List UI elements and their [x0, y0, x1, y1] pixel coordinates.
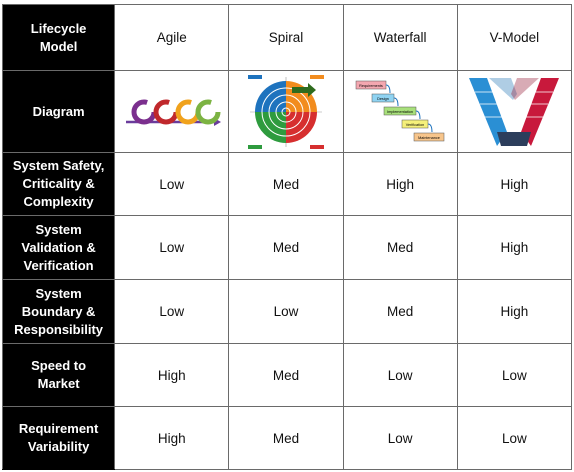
spiral-label-tr: [309, 74, 324, 79]
v-model-right-shade: [511, 77, 540, 100]
diagram-row: Diagram: [1, 70, 573, 153]
cell-boundary-waterfall: Med: [342, 279, 458, 344]
cell-validation-spiral: Med: [228, 215, 344, 280]
waterfall-arrow-2: [394, 97, 399, 106]
cell-safety-waterfall: High: [342, 152, 458, 216]
agile-circle-4: [195, 99, 221, 124]
column-header-v-model: V-Model: [456, 4, 573, 71]
waterfall-step-1: Requirements: [359, 84, 383, 88]
column-header-agile: Agile: [114, 4, 230, 71]
cell-variability-waterfall: Low: [342, 406, 458, 470]
cell-validation-v-model: High: [456, 215, 573, 280]
waterfall-diagram-cell: Requirements Design Implementation Verif…: [342, 70, 458, 153]
spiral-ring-3: [275, 101, 297, 122]
spiral-diagram-cell: [228, 70, 344, 153]
agile-diagram-cell: [114, 70, 230, 153]
spiral-quadrant-3: [254, 111, 286, 143]
table-row: System Safety, Criticality & Complexity …: [1, 152, 573, 216]
cell-variability-agile: High: [114, 406, 230, 470]
cell-speed-waterfall: Low: [342, 343, 458, 407]
agile-diagram: [125, 99, 221, 126]
spiral-quadrant-4: [285, 111, 317, 143]
waterfall-arrow-3: [416, 110, 421, 119]
agile-circle-3: [175, 99, 201, 124]
row-header-text: Lifecycle Model: [30, 20, 87, 54]
table-row: System Boundary & Responsibility Low Low…: [1, 279, 573, 344]
cell-boundary-v-model: High: [456, 279, 573, 344]
waterfall-step-3: Implementation: [387, 110, 413, 114]
column-header-waterfall: Waterfall: [342, 4, 458, 71]
waterfall-diagram: Requirements Design Implementation Verif…: [355, 80, 445, 141]
cell-speed-spiral: Med: [228, 343, 344, 407]
table-row: Speed to Market High Med Low Low: [1, 343, 573, 407]
cell-variability-v-model: Low: [456, 406, 573, 470]
cell-safety-agile: Low: [114, 152, 230, 216]
cell-validation-agile: Low: [114, 215, 230, 280]
cell-validation-waterfall: Med: [342, 215, 458, 280]
cell-speed-v-model: Low: [456, 343, 573, 407]
row-header-text: Requirement Variability: [18, 421, 99, 454]
v-model-left-arm: [469, 77, 508, 146]
v-model-left-shade: [489, 77, 518, 100]
row-header-variability: Requirement Variability: [1, 406, 116, 470]
row-header-text: Speed to Market: [31, 358, 87, 391]
agile-circle-1: [131, 99, 157, 124]
row-header-speed: Speed to Market: [1, 343, 116, 407]
row-header-text: System Validation & Verification: [21, 221, 96, 273]
v-model-right-arm: [521, 77, 560, 146]
column-header-spiral: Spiral: [228, 4, 344, 71]
spiral-ring-1: [261, 87, 311, 136]
table-row: System Validation & Verification Low Med…: [1, 215, 573, 280]
v-model-bottom: [497, 131, 532, 146]
cell-speed-agile: High: [114, 343, 230, 407]
spiral-label-bl: [247, 144, 262, 149]
spiral-quadrant-1: [285, 80, 317, 112]
waterfall-arrow-4: [428, 123, 433, 132]
cell-boundary-agile: Low: [114, 279, 230, 344]
waterfall-box-5: [413, 132, 445, 141]
row-header-lifecycle-model: Lifecycle Model: [1, 4, 116, 71]
spiral-label-tl: [247, 74, 262, 79]
spiral-quadrant-2: [254, 80, 286, 112]
v-model-diagram-cell: [456, 70, 573, 153]
waterfall-arrow-1: [386, 84, 391, 93]
spiral-diagram: [247, 74, 324, 149]
cell-safety-v-model: High: [456, 152, 573, 216]
row-header-safety: System Safety, Criticality & Complexity: [1, 152, 116, 216]
row-header-text: System Boundary & Responsibility: [14, 285, 104, 337]
lifecycle-comparison-table: Lifecycle Model Agile Spiral Waterfall V…: [1, 4, 573, 470]
cell-variability-spiral: Med: [228, 406, 344, 470]
row-header-boundary: System Boundary & Responsibility: [1, 279, 116, 344]
spiral-ring-4: [281, 107, 291, 116]
cell-boundary-spiral: Low: [228, 279, 344, 344]
agile-circle-2: [153, 99, 179, 124]
row-header-diagram: Diagram: [1, 70, 116, 153]
waterfall-step-4: Verification: [406, 123, 425, 127]
waterfall-step-2: Design: [377, 97, 389, 101]
waterfall-step-5: Maintenance: [418, 136, 440, 140]
cell-safety-spiral: Med: [228, 152, 344, 216]
spiral-arrow: [291, 82, 316, 97]
table-row: Requirement Variability High Med Low Low: [1, 406, 573, 470]
spiral-ring-2: [268, 94, 304, 129]
spiral-label-br: [309, 144, 324, 149]
row-header-validation: System Validation & Verification: [1, 215, 116, 280]
header-row: Lifecycle Model Agile Spiral Waterfall V…: [1, 4, 573, 71]
v-model-diagram: [469, 77, 560, 146]
